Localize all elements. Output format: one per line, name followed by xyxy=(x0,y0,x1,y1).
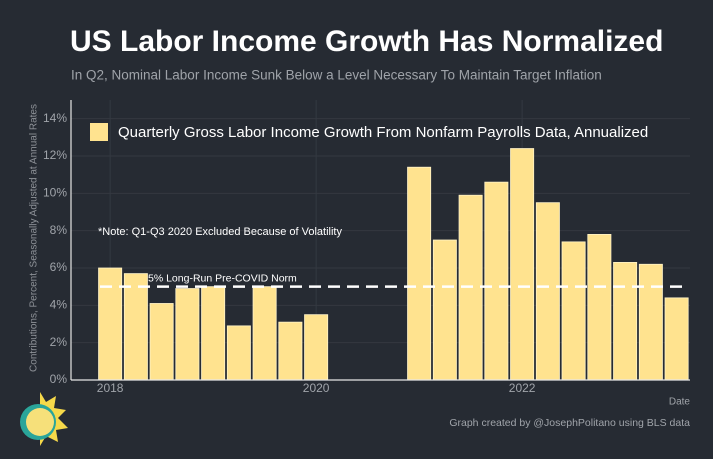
reference-label: 5% Long-Run Pre-COVID Norm xyxy=(148,272,297,284)
x-tick-label: 2018 xyxy=(97,381,124,395)
bar xyxy=(432,239,457,381)
bar xyxy=(252,286,277,381)
bar xyxy=(535,202,560,381)
chart-subtitle: In Q2, Nominal Labor Income Sunk Below a… xyxy=(71,68,602,83)
legend-swatch xyxy=(90,123,108,141)
note: *Note: Q1-Q3 2020 Excluded Because of Vo… xyxy=(98,226,342,238)
y-tick-label: 2% xyxy=(50,335,68,349)
y-tick-label: 4% xyxy=(50,298,68,312)
caption: Graph created by @JosephPolitano using B… xyxy=(449,417,690,429)
bar xyxy=(226,325,251,381)
bar xyxy=(304,314,329,381)
y-tick-label: 14% xyxy=(43,111,67,125)
bar xyxy=(613,261,638,381)
y-tick-label: 8% xyxy=(50,223,68,237)
x-tick-label: 2020 xyxy=(303,381,330,395)
y-axis-label: Contributions, Percent, Seasonally Adjus… xyxy=(29,104,40,372)
bar xyxy=(98,267,123,381)
bar xyxy=(561,241,586,381)
x-tick-label: 2022 xyxy=(509,381,536,395)
bar xyxy=(201,286,226,381)
bar xyxy=(638,263,663,381)
bar xyxy=(149,303,174,381)
bar xyxy=(278,321,303,381)
bar xyxy=(484,181,509,381)
bar xyxy=(175,288,200,381)
y-tick-label: 6% xyxy=(50,260,68,274)
legend-label: Quarterly Gross Labor Income Growth From… xyxy=(118,124,648,141)
bar xyxy=(664,297,689,381)
chart-title: US Labor Income Growth Has Normalized xyxy=(70,25,663,58)
y-tick-label: 0% xyxy=(50,372,68,386)
y-tick-label: 12% xyxy=(43,148,67,162)
x-axis-label: Date xyxy=(669,397,691,408)
bar xyxy=(510,148,535,381)
bar xyxy=(407,166,432,381)
bar xyxy=(587,233,612,381)
y-tick-label: 10% xyxy=(43,186,67,200)
logo xyxy=(20,392,68,446)
bar xyxy=(123,273,148,381)
